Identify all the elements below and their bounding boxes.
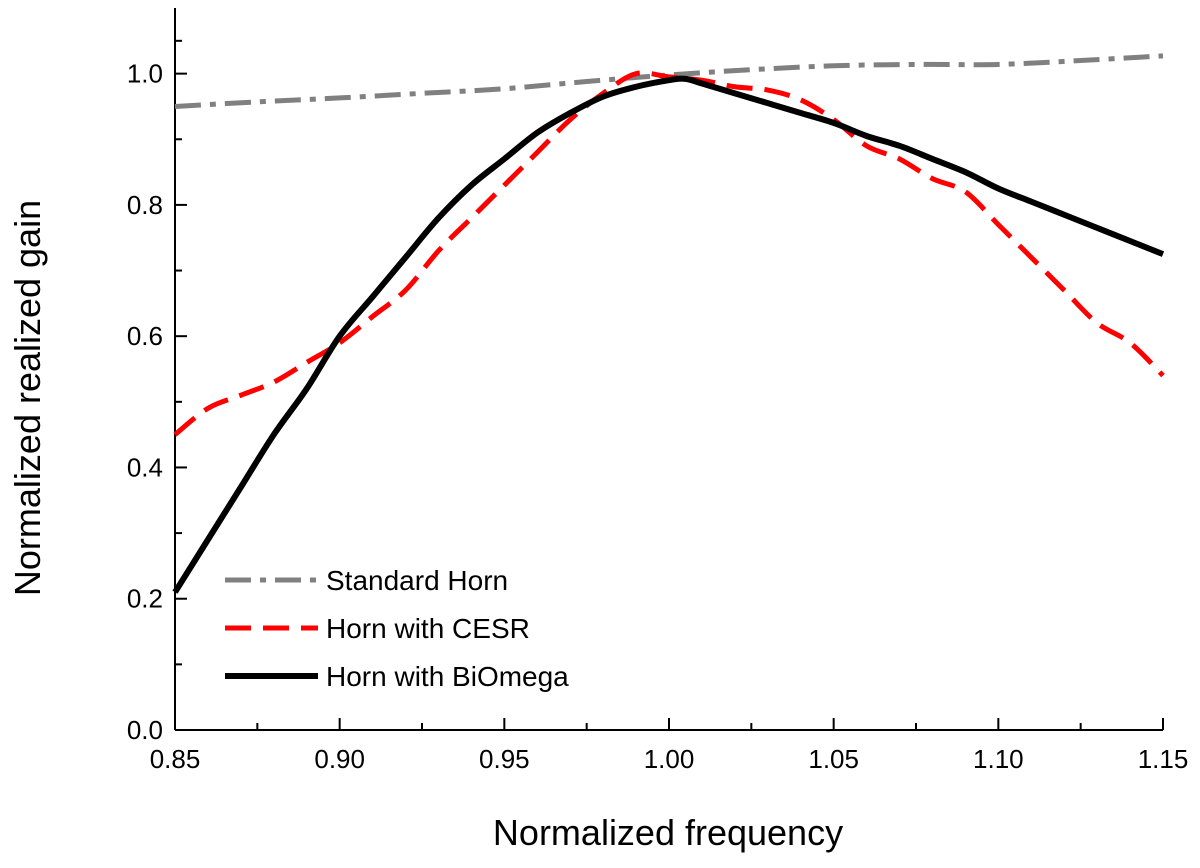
x-tick-label: 1.00 [644,744,695,774]
y-tick-label: 0.6 [127,321,163,351]
y-axis-title: Normalized realized gain [7,200,48,596]
y-tick-label: 0.4 [127,452,163,482]
x-tick-label: 1.05 [808,744,859,774]
x-tick-label: 1.15 [1138,744,1189,774]
x-tick-label: 0.85 [150,744,201,774]
legend-label-3: Horn with BiOmega [326,661,569,692]
axes: 0.85 0.90 0.95 1.00 1.05 1.10 1.15 0.0 0.2 0.4 0.6… [127,8,1188,774]
legend-label-1: Standard Horn [326,565,508,596]
series-line-3 [172,75,1165,594]
series-line-1 [174,53,1164,109]
y-tick-label: 1.0 [127,59,163,89]
x-tick-label: 1.10 [973,744,1024,774]
legend: Standard Horn Horn with CESR Horn with BiO… [225,565,569,692]
x-axis-title: Normalized frequency [493,812,843,853]
y-tick-label: 0.2 [127,584,163,614]
x-tick-label: 0.90 [314,744,365,774]
legend-label-2: Horn with CESR [326,613,530,644]
series-layer [172,53,1165,594]
x-tick-label: 0.95 [479,744,530,774]
y-tick-label: 0.8 [127,190,163,220]
y-tick-label: 0.0 [127,715,163,745]
series-line-2 [173,70,1165,437]
